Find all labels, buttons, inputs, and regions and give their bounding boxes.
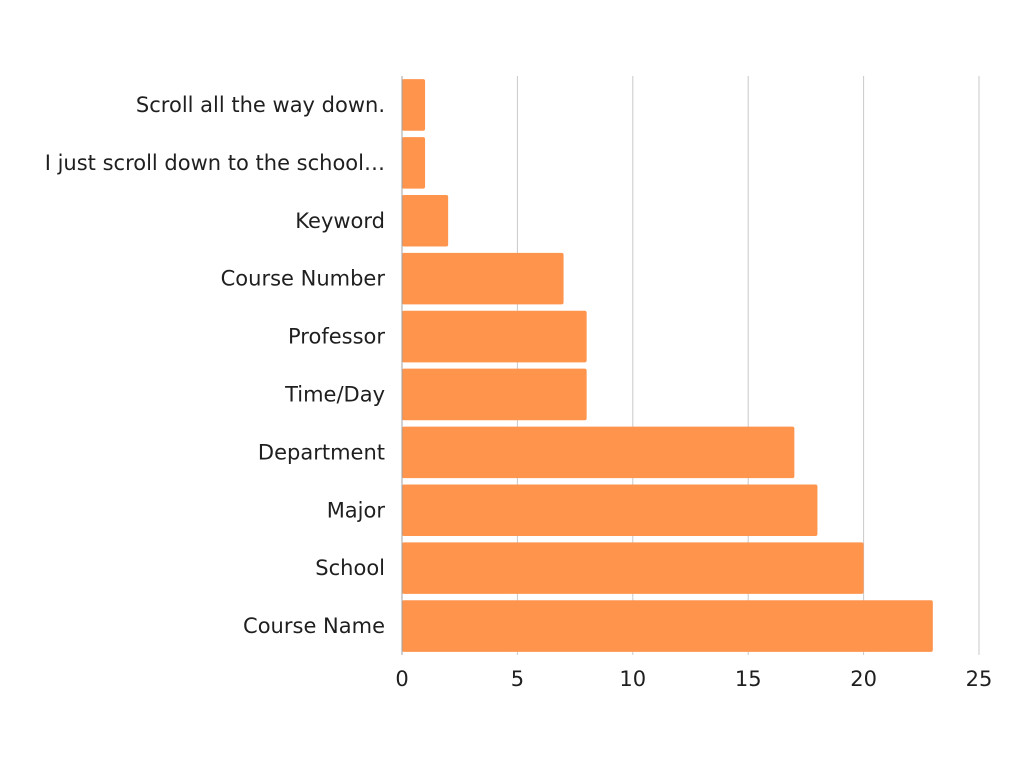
category-label: Course Name: [243, 614, 385, 638]
category-label: School: [315, 556, 385, 580]
x-tick-label: 15: [735, 667, 762, 691]
x-tick-label: 25: [966, 667, 993, 691]
x-tick-label: 5: [511, 667, 524, 691]
x-tick-label: 10: [619, 667, 646, 691]
bar: [402, 368, 587, 421]
category-label: Major: [327, 498, 386, 522]
category-label: Course Number: [221, 267, 386, 291]
bar: [402, 194, 449, 247]
category-label: Department: [258, 440, 385, 464]
bar: [402, 426, 795, 479]
category-label: Time/Day: [284, 382, 385, 406]
bar: [402, 310, 587, 363]
bar: [402, 484, 818, 537]
bar: [402, 600, 933, 652]
bar: [402, 252, 564, 305]
category-label: Professor: [288, 325, 385, 349]
category-label: I just scroll down to the school…: [45, 151, 385, 175]
category-labels: Scroll all the way down. I just scroll do…: [45, 93, 386, 638]
bar: [402, 79, 426, 131]
bar: [402, 137, 426, 189]
x-tick-label: 0: [395, 667, 408, 691]
x-tick-label: 20: [850, 667, 877, 691]
category-label: Scroll all the way down.: [136, 93, 385, 117]
bar: [402, 542, 864, 594]
bars: [402, 79, 933, 652]
category-label: Keyword: [295, 209, 385, 233]
x-tick-labels: 0 5 10 15 20 25: [395, 667, 992, 691]
